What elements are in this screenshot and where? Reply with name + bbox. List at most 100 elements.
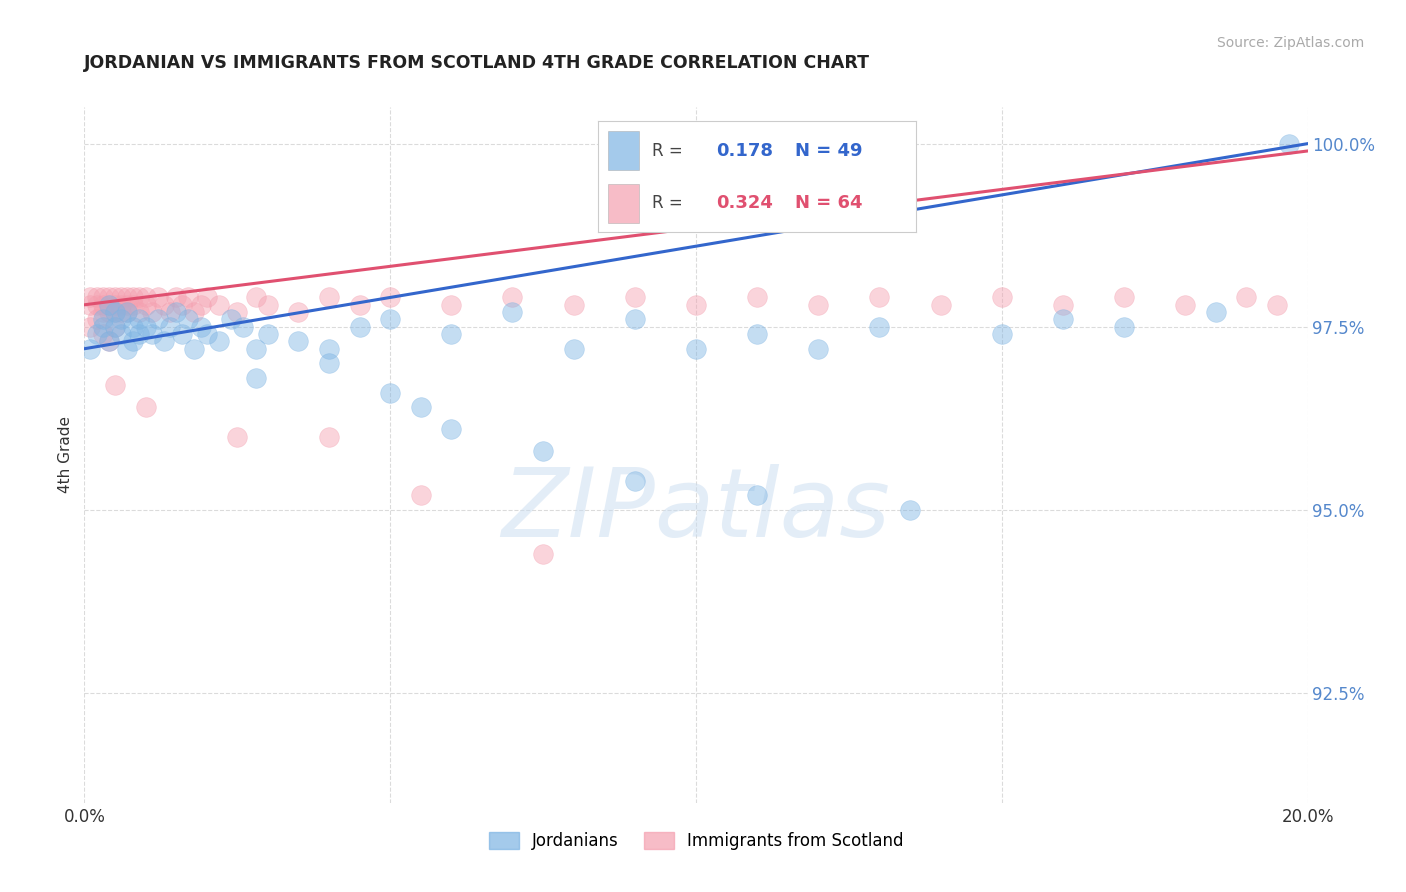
Point (1052, 312, 1074, 326)
Point (747, 327, 769, 342)
Point (97, 298, 120, 312)
Point (177, 312, 200, 326)
Point (97, 334, 120, 349)
Point (115, 305, 138, 319)
Y-axis label: 4th Grade: 4th Grade (58, 417, 73, 493)
Point (747, 488, 769, 502)
Point (685, 298, 707, 312)
Point (128, 290, 150, 304)
Point (1174, 298, 1197, 312)
Point (287, 334, 309, 349)
Point (165, 290, 187, 304)
Point (747, 290, 769, 304)
Point (257, 298, 280, 312)
Point (807, 342, 830, 356)
Point (91, 319, 114, 334)
Point (110, 327, 132, 342)
Point (190, 319, 212, 334)
Point (898, 503, 921, 517)
Point (79, 342, 101, 356)
Point (685, 342, 707, 356)
Point (146, 290, 169, 304)
Text: Source: ZipAtlas.com: Source: ZipAtlas.com (1216, 36, 1364, 50)
Point (91, 327, 114, 342)
Point (624, 474, 647, 488)
Point (135, 298, 157, 312)
Text: ZIPatlas: ZIPatlas (502, 464, 890, 558)
Point (219, 312, 242, 326)
Point (86, 298, 108, 312)
Point (128, 312, 150, 326)
Point (208, 334, 231, 349)
Point (122, 319, 145, 334)
Point (97, 298, 120, 312)
Point (991, 290, 1014, 304)
Point (1278, 136, 1301, 151)
Point (122, 334, 145, 349)
Point (141, 327, 163, 342)
Point (153, 298, 176, 312)
Text: JORDANIAN VS IMMIGRANTS FROM SCOTLAND 4TH GRADE CORRELATION CHART: JORDANIAN VS IMMIGRANTS FROM SCOTLAND 4T… (84, 54, 870, 71)
Point (97, 334, 120, 349)
Point (409, 488, 432, 502)
Point (380, 312, 402, 326)
Point (287, 305, 309, 319)
Point (195, 290, 218, 304)
Point (380, 385, 402, 400)
Point (115, 290, 138, 304)
Point (159, 319, 181, 334)
Point (79, 319, 101, 334)
Point (195, 327, 218, 342)
Point (1236, 290, 1258, 304)
Point (153, 334, 176, 349)
Point (86, 312, 108, 326)
Point (232, 319, 254, 334)
Point (86, 327, 108, 342)
Point (91, 298, 114, 312)
Point (104, 319, 127, 334)
Point (97, 290, 120, 304)
Point (122, 298, 145, 312)
Point (104, 305, 127, 319)
Point (349, 298, 371, 312)
Point (159, 305, 181, 319)
Point (146, 312, 169, 326)
Point (929, 298, 952, 312)
Point (1114, 290, 1136, 304)
Point (318, 356, 340, 370)
Point (115, 305, 138, 319)
Point (318, 290, 340, 304)
Point (807, 298, 830, 312)
Point (91, 305, 114, 319)
Point (135, 290, 157, 304)
Point (172, 327, 194, 342)
Point (135, 401, 157, 415)
Point (110, 305, 132, 319)
Point (869, 319, 891, 334)
Point (562, 342, 585, 356)
Point (104, 378, 127, 392)
Point (183, 342, 205, 356)
Point (502, 305, 524, 319)
Point (502, 290, 524, 304)
Point (562, 298, 585, 312)
Point (1052, 298, 1074, 312)
Point (531, 547, 554, 561)
Point (1205, 305, 1227, 319)
Point (409, 401, 432, 415)
Point (349, 319, 371, 334)
Point (226, 305, 249, 319)
Point (110, 298, 132, 312)
Point (208, 298, 231, 312)
Point (128, 305, 150, 319)
Point (177, 290, 200, 304)
Point (380, 290, 402, 304)
Point (110, 290, 132, 304)
Point (440, 422, 463, 436)
Point (624, 290, 647, 304)
Point (172, 298, 194, 312)
Point (79, 290, 101, 304)
Point (110, 312, 132, 326)
Point (135, 319, 157, 334)
Point (115, 342, 138, 356)
